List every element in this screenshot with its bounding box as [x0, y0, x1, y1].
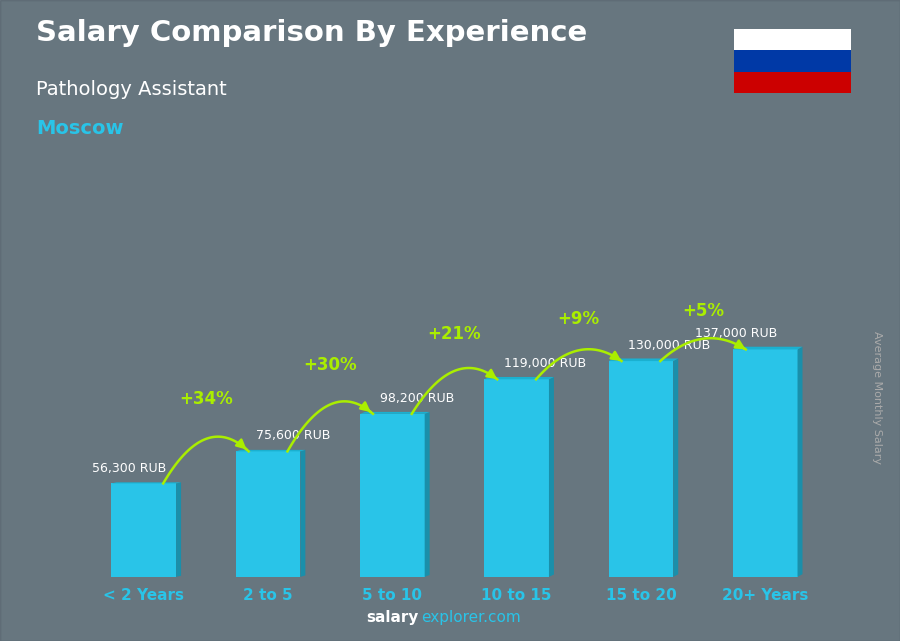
Bar [608, 361, 673, 577]
Text: explorer.com: explorer.com [421, 610, 521, 625]
Text: +9%: +9% [558, 310, 599, 328]
Bar [733, 349, 797, 577]
Text: 75,600 RUB: 75,600 RUB [256, 429, 330, 442]
FancyArrowPatch shape [734, 340, 744, 349]
Text: 98,200 RUB: 98,200 RUB [380, 392, 454, 404]
Polygon shape [176, 482, 181, 577]
Text: +5%: +5% [682, 302, 725, 320]
Polygon shape [236, 450, 305, 451]
Bar [734, 29, 850, 50]
Bar [734, 50, 850, 72]
Text: 119,000 RUB: 119,000 RUB [504, 357, 586, 370]
FancyArrowPatch shape [236, 440, 247, 449]
Bar [360, 414, 425, 577]
Bar [112, 483, 176, 577]
Text: 56,300 RUB: 56,300 RUB [92, 462, 166, 476]
Polygon shape [301, 450, 305, 577]
FancyArrowPatch shape [360, 403, 371, 412]
Text: +30%: +30% [303, 356, 357, 374]
FancyArrowPatch shape [610, 352, 620, 360]
Text: Salary Comparison By Experience: Salary Comparison By Experience [36, 19, 587, 47]
Bar [236, 451, 301, 577]
Text: Average Monthly Salary: Average Monthly Salary [872, 331, 883, 464]
Polygon shape [549, 377, 554, 577]
Polygon shape [673, 358, 679, 577]
Text: Moscow: Moscow [36, 119, 123, 138]
Bar [484, 379, 549, 577]
Polygon shape [360, 412, 429, 414]
Polygon shape [797, 347, 803, 577]
FancyArrowPatch shape [486, 370, 496, 378]
Polygon shape [112, 482, 181, 483]
Text: salary: salary [366, 610, 418, 625]
Bar [734, 72, 850, 93]
Text: 137,000 RUB: 137,000 RUB [696, 328, 778, 340]
Polygon shape [733, 347, 803, 349]
Text: +34%: +34% [179, 390, 233, 408]
Text: Pathology Assistant: Pathology Assistant [36, 80, 227, 99]
Text: +21%: +21% [428, 325, 482, 343]
Polygon shape [425, 412, 429, 577]
Polygon shape [484, 377, 554, 379]
Text: 130,000 RUB: 130,000 RUB [628, 339, 711, 352]
Polygon shape [608, 358, 679, 361]
